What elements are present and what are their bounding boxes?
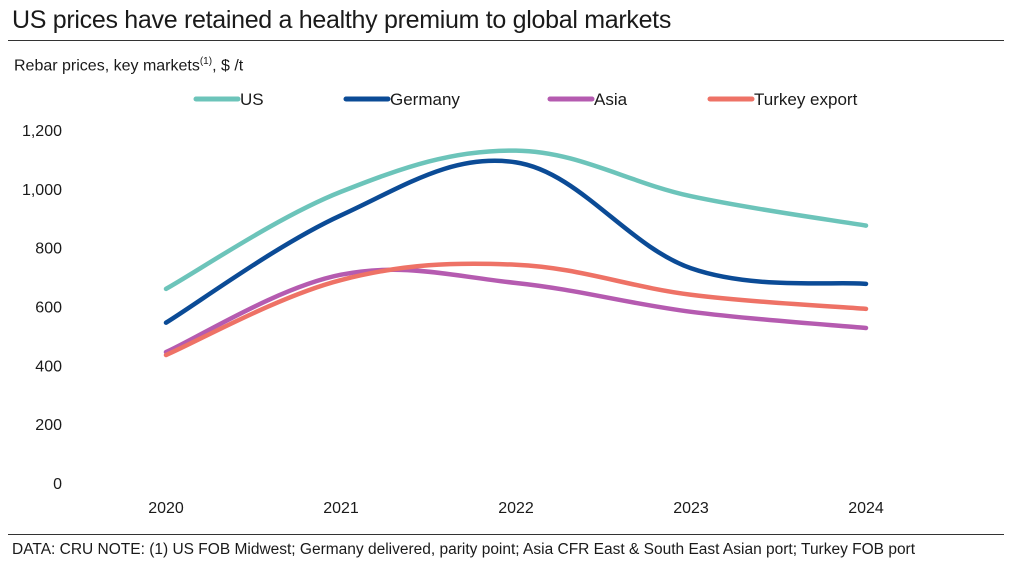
subtitle-unit: , $ /t (212, 57, 244, 75)
legend-label: US (240, 90, 264, 109)
footnote-divider (8, 534, 1004, 535)
x-tick-label: 2021 (323, 500, 359, 517)
y-tick-label: 400 (35, 358, 62, 375)
y-tick-label: 1,000 (22, 182, 62, 199)
y-tick-label: 200 (35, 417, 62, 434)
legend: US Germany Asia Turkey export (193, 90, 858, 109)
series-line-asia (163, 267, 869, 355)
x-tick-label: 2020 (148, 500, 184, 517)
title-divider (8, 40, 1004, 41)
legend-label: Asia (594, 90, 628, 109)
source-note: DATA: CRU NOTE: (1) US FOB Midwest; Germ… (12, 541, 916, 558)
y-axis: 0 200 400 600 800 1,000 1,200 (22, 123, 62, 493)
footnote-marker: (1) (199, 56, 213, 67)
chart-title: US prices have retained a healthy premiu… (12, 6, 672, 34)
x-tick-label: 2024 (848, 500, 884, 517)
series-line-us (163, 148, 869, 292)
y-tick-label: 1,200 (22, 123, 62, 140)
series-lines (163, 148, 869, 358)
series-line-turkey-export (163, 261, 869, 358)
x-axis: 2020 2021 2022 2023 2024 (148, 500, 884, 517)
legend-label: Germany (390, 90, 460, 109)
chart-subtitle: Rebar prices, key markets(1), $ /t (14, 56, 243, 75)
x-tick-label: 2023 (673, 500, 709, 517)
y-tick-label: 0 (53, 476, 62, 493)
x-tick-label: 2022 (498, 500, 534, 517)
y-tick-label: 600 (35, 300, 62, 317)
series-line-germany (163, 158, 869, 325)
legend-label: Turkey export (754, 90, 858, 109)
subtitle-text: Rebar prices, key markets (14, 57, 200, 75)
y-tick-label: 800 (35, 241, 62, 258)
